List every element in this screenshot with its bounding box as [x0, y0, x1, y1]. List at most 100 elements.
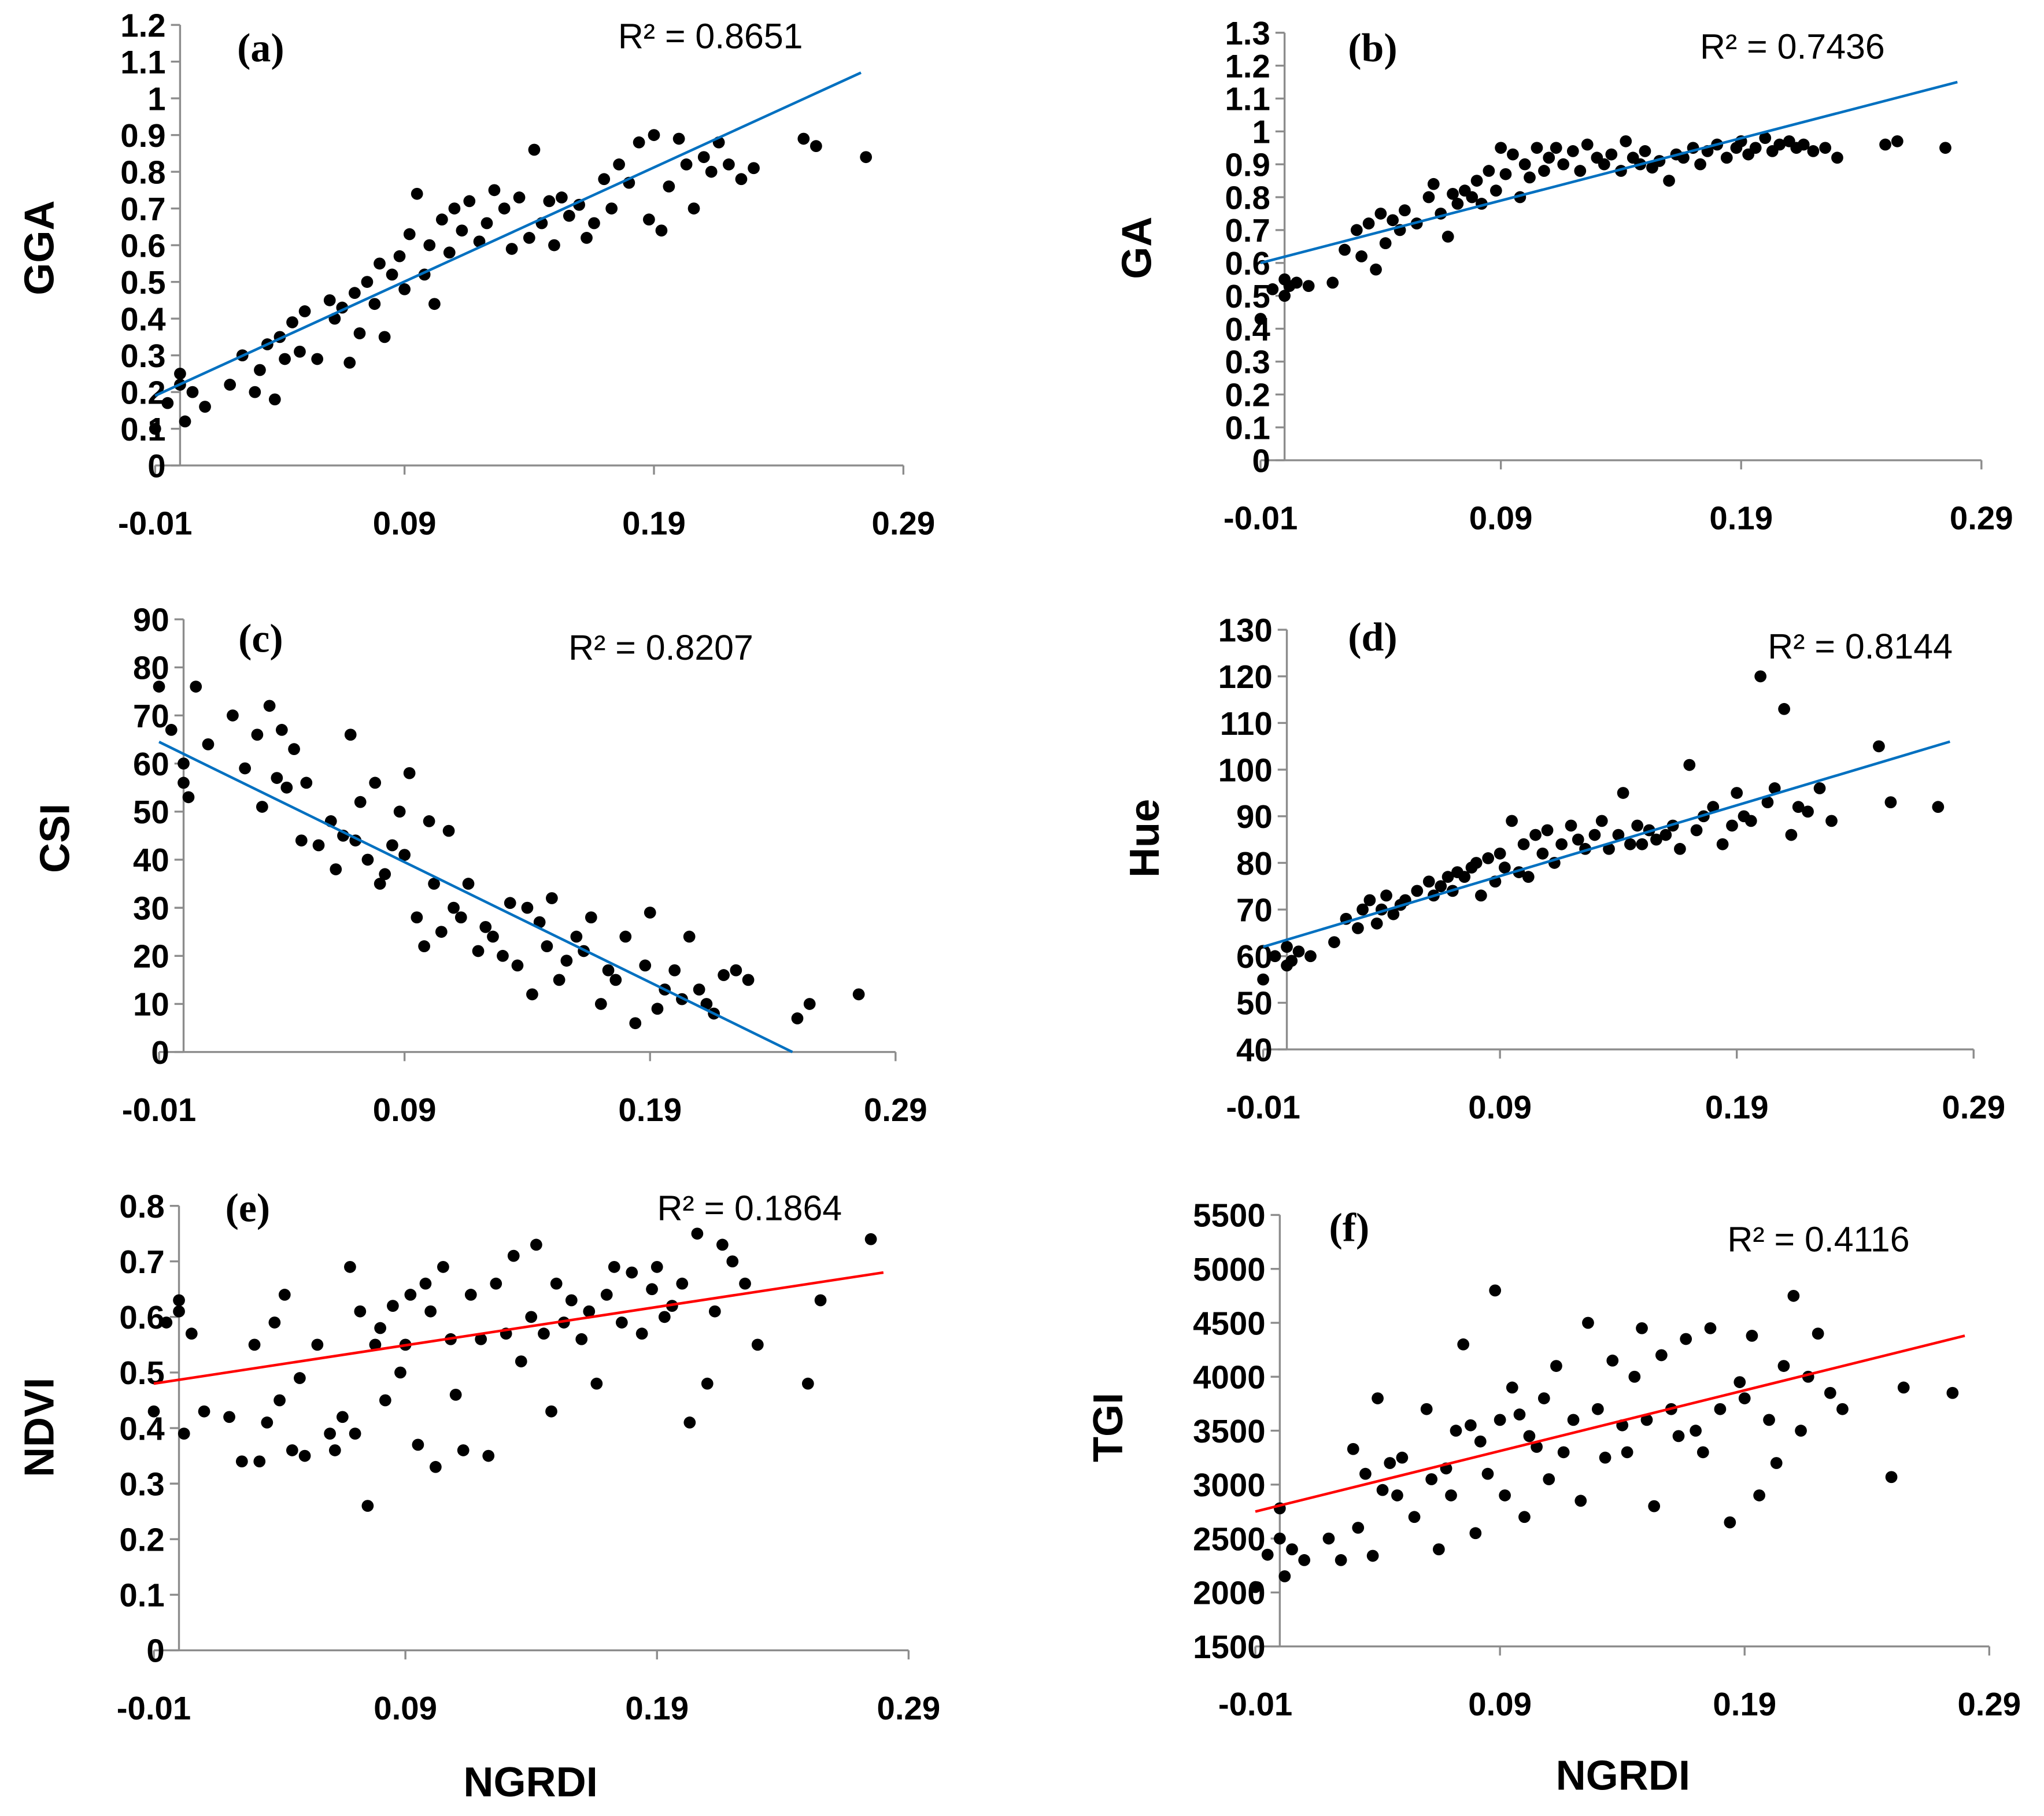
trend-line	[153, 1271, 884, 1385]
data-point	[437, 1260, 449, 1273]
data-point	[279, 353, 291, 365]
data-point	[1285, 955, 1298, 967]
data-point	[1278, 290, 1291, 302]
y-axis-label: Hue	[1122, 799, 1168, 878]
y-tick-label: 3000	[1193, 1467, 1265, 1503]
data-point	[1557, 158, 1570, 171]
x-tick-label: 0.09	[373, 505, 437, 542]
y-tick-label: 0.3	[1225, 344, 1270, 380]
data-point	[651, 1003, 664, 1015]
data-point	[435, 213, 448, 226]
data-point	[1506, 1381, 1518, 1394]
y-tick-label: 0.3	[120, 338, 165, 374]
data-point	[1261, 1548, 1274, 1561]
data-point	[1278, 1570, 1291, 1582]
data-point	[182, 791, 195, 804]
data-point	[644, 907, 656, 919]
data-point	[1408, 1511, 1421, 1523]
data-point	[1464, 1419, 1477, 1432]
data-point	[1441, 871, 1454, 883]
data-point	[463, 195, 476, 208]
data-point	[328, 1444, 341, 1456]
data-point	[424, 1305, 437, 1318]
data-point	[398, 283, 411, 295]
data-point	[1322, 1532, 1335, 1545]
data-point	[482, 1449, 495, 1462]
data-point	[570, 930, 583, 943]
x-tick-label: -0.01	[122, 1092, 196, 1128]
data-point	[330, 863, 342, 875]
data-point	[1517, 838, 1530, 850]
data-point	[1744, 815, 1757, 827]
data-point	[1376, 1484, 1389, 1496]
x-tick-label: 0.19	[625, 1690, 689, 1726]
data-point	[543, 195, 556, 208]
data-point	[556, 191, 568, 204]
y-tick-label: 50	[1236, 985, 1273, 1022]
data-point	[1897, 1381, 1910, 1394]
data-point	[403, 767, 416, 779]
x-tick-label: 0.29	[877, 1690, 941, 1726]
data-point	[271, 772, 283, 784]
data-point	[1427, 177, 1440, 190]
data-point	[1541, 824, 1554, 837]
data-point	[538, 1327, 550, 1340]
data-point	[1457, 1338, 1470, 1351]
data-point	[504, 897, 516, 909]
data-point	[1481, 1467, 1494, 1480]
y-tick-label: 0.5	[120, 264, 165, 301]
data-point	[1819, 142, 1832, 154]
data-point	[268, 1316, 281, 1329]
data-point	[1582, 1316, 1594, 1329]
y-tick-label: 0.8	[1225, 179, 1270, 216]
data-point	[1396, 1451, 1409, 1464]
data-point	[165, 724, 178, 736]
data-point	[1531, 142, 1543, 154]
data-point	[1761, 796, 1774, 808]
data-point	[1489, 1284, 1502, 1297]
data-point	[374, 878, 386, 890]
data-point	[361, 1500, 374, 1512]
data-point	[1335, 1554, 1347, 1566]
data-point	[588, 217, 600, 230]
x-axis-label: NGRDI	[463, 1759, 597, 1806]
data-point	[511, 959, 524, 972]
x-tick-label: 0.29	[864, 1092, 927, 1128]
data-point	[1422, 875, 1435, 888]
data-point	[1797, 138, 1810, 151]
data-point	[173, 1294, 185, 1307]
y-tick-label: 20	[133, 938, 169, 975]
data-point	[173, 1305, 185, 1318]
y-tick-label: 0.2	[119, 1522, 164, 1558]
data-point	[635, 1327, 648, 1340]
data-point	[810, 140, 822, 153]
data-point	[1249, 1581, 1262, 1593]
y-tick-label: 0.1	[1225, 409, 1270, 446]
data-point	[1636, 838, 1648, 850]
r-squared-label: R² = 0.8651	[618, 17, 803, 56]
data-point	[1726, 819, 1738, 832]
data-point	[1581, 138, 1594, 151]
data-point	[398, 849, 411, 861]
y-tick-label: 1.2	[1225, 48, 1270, 84]
data-point	[298, 305, 311, 317]
x-tick-label: 0.29	[1950, 500, 2013, 537]
data-point	[1420, 1403, 1433, 1415]
data-point	[1518, 1511, 1531, 1523]
data-point	[600, 1289, 613, 1301]
data-point	[1631, 819, 1644, 832]
y-tick-label: 2000	[1193, 1575, 1265, 1611]
data-point	[1379, 237, 1392, 250]
data-point	[541, 940, 553, 953]
x-tick-label: 0.29	[1957, 1686, 2021, 1722]
data-point	[429, 1460, 442, 1473]
trend-line	[1255, 1334, 1965, 1513]
data-point	[354, 796, 367, 808]
data-point	[379, 1394, 391, 1407]
y-tick-label: 30	[133, 890, 169, 926]
panel-label: (a)	[237, 26, 284, 71]
data-point	[1704, 1322, 1717, 1334]
data-point	[1266, 283, 1279, 295]
data-point	[797, 132, 810, 145]
data-point	[1273, 1532, 1286, 1545]
